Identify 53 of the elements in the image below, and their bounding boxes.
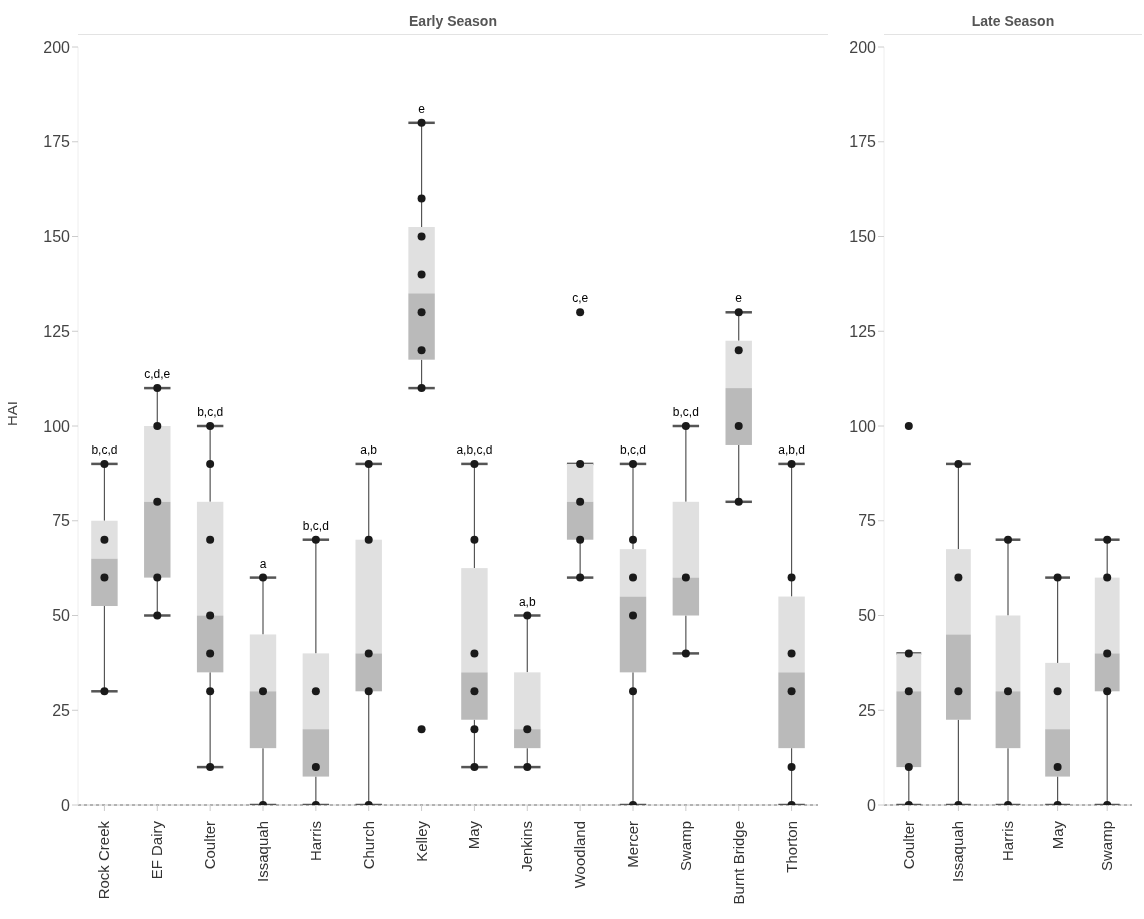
annotation: b,c,d [302, 518, 329, 533]
annotation: b,c,d [197, 405, 224, 419]
y-tick-label: 25 [52, 701, 71, 719]
y-tick-label: 150 [43, 228, 71, 246]
annotation: a,b,c,d [456, 442, 493, 457]
y-tick-label: 125 [43, 322, 71, 340]
x-tick-label: Woodland [571, 821, 589, 889]
annotation: b,c,d [672, 405, 699, 419]
y-tick-label: 50 [858, 607, 877, 625]
annotation: a [259, 556, 267, 571]
chart-title: Late Season [884, 8, 1142, 35]
y-tick-label: 0 [61, 796, 71, 814]
y-tick-label: 100 [849, 417, 877, 435]
x-tick-label: Harris [306, 821, 324, 861]
y-tick-label: 175 [43, 133, 71, 151]
x-tick-label: Swamp [676, 821, 694, 872]
x-tick-label: Thorton [782, 821, 800, 873]
y-tick-label: 125 [849, 322, 877, 340]
x-tick-label: Coulter [899, 821, 917, 870]
x-tick-label: May [1048, 820, 1066, 850]
x-tick-label: EF Dairy [148, 820, 166, 880]
y-tick-label: 200 [849, 38, 877, 56]
y-tick-label: 0 [867, 796, 877, 814]
x-tick-label: Issaquah [254, 821, 271, 882]
annotation: c,e [572, 291, 589, 306]
x-tick-label: Kelley [412, 820, 430, 862]
annotation: a,b,d [778, 442, 805, 457]
y-tick-label: 175 [849, 133, 877, 151]
annotation: b,c,d [619, 442, 647, 457]
y-tick-label: 50 [52, 607, 71, 625]
x-tick-label: Coulter [201, 821, 219, 870]
x-tick-label: Burnt Bridge [729, 821, 747, 905]
annotation: b,c,d [91, 442, 118, 457]
x-tick-label: Swamp [1098, 821, 1116, 872]
annotation: c,d,e [144, 367, 171, 382]
annotation: e [418, 101, 426, 116]
x-tick-label: Jenkins [518, 821, 536, 872]
x-tick-label: Harris [999, 821, 1016, 861]
x-tick-label: Issaquah [949, 821, 967, 882]
x-tick-label: Mercer [624, 821, 641, 868]
y-tick-label: 25 [858, 701, 877, 719]
annotation: a,b [360, 442, 378, 457]
x-tick-label: May [465, 820, 483, 850]
y-tick-label: 100 [43, 417, 71, 435]
x-tick-label: Church [359, 821, 377, 870]
y-tick-label: 150 [849, 228, 877, 246]
y-tick-label: 200 [43, 38, 71, 56]
y-tick-label: 75 [858, 512, 877, 530]
y-tick-label: 75 [52, 512, 71, 530]
annotation: e [735, 291, 743, 306]
chart-title: Early Season [78, 8, 828, 35]
annotation: a,b [518, 594, 536, 609]
x-tick-label: Rock Creek [95, 820, 113, 900]
